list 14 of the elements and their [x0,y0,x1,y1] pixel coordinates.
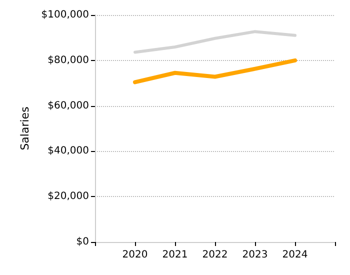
x-tick-label: 2020 [122,250,148,260]
y-tick-label: $80,000 [48,54,89,66]
y-tick-label: $0 [76,236,89,248]
x-tick-label: 2021 [162,250,188,260]
y-tick-label: $100,000 [41,10,89,20]
y-tick-label: $40,000 [48,146,89,157]
y-tick-label: $20,000 [48,191,89,202]
x-tick-label: 2024 [282,250,308,260]
y-axis-title: Salaries [18,106,32,150]
x-tick-label: 2022 [202,250,228,260]
y-tick-label: $60,000 [48,100,89,112]
x-tick-label: 2023 [242,250,268,260]
line-series [134,30,296,54]
line-series [133,58,297,84]
